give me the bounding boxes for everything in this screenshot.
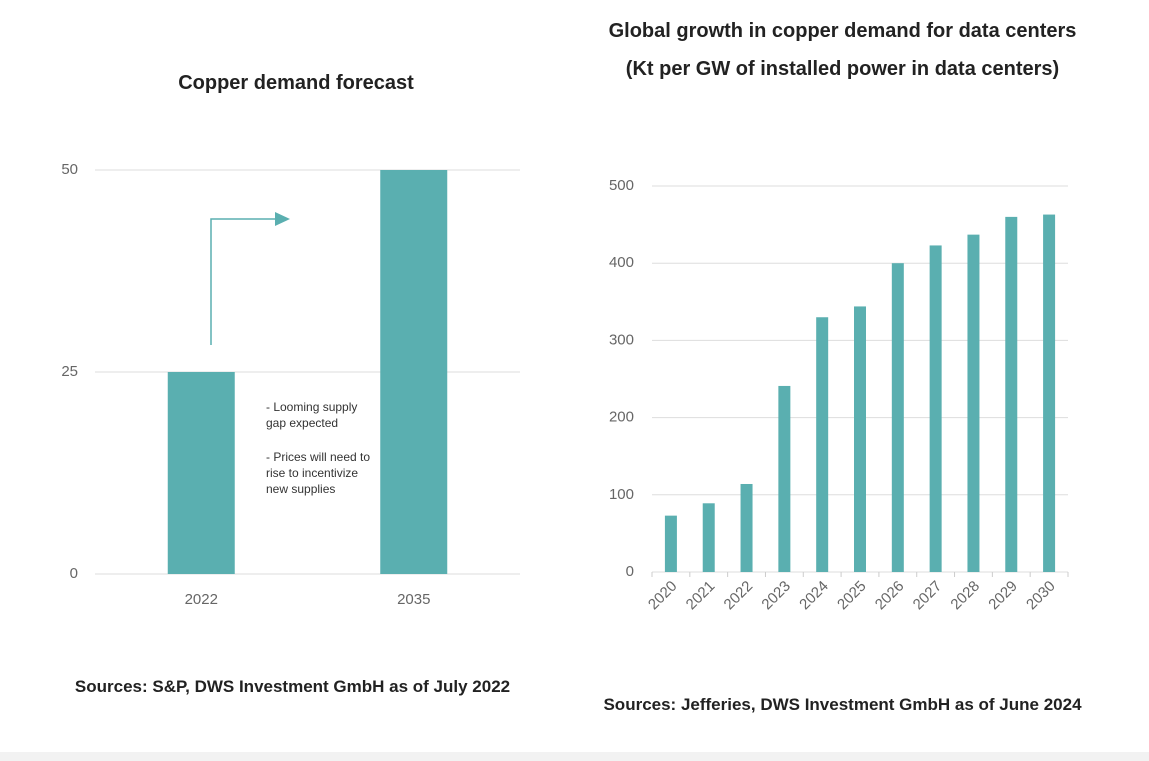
bar [891,263,904,572]
x-tick-label: 2027 [910,578,946,614]
bar [664,515,677,572]
bar [854,306,866,572]
bar [778,385,791,572]
source: Sources: Jefferies, DWS Investment GmbH … [603,695,1082,714]
x-tick-label: 2022 [185,591,218,608]
source: Sources: S&P, DWS Investment GmbH as of … [74,677,511,696]
bar [1005,216,1018,572]
y-tick-label: 300 [609,331,634,348]
x-tick-label: 2035 [397,591,430,608]
annotation: - Prices will need to rise to incentiviz… [266,450,371,496]
x-tick-label: 2020 [645,578,681,614]
y-tick-label: 50 [61,161,78,178]
x-tick-label: 2023 [758,578,794,614]
bar [380,170,448,574]
x-tick-label: 2030 [1023,578,1059,614]
y-tick-label: 200 [609,409,634,426]
x-tick-label: 2022 [721,578,757,614]
x-tick-label: 2021 [683,578,719,614]
y-tick-label: 100 [609,486,634,503]
y-tick-label: 500 [609,177,634,194]
bar [1043,214,1056,572]
y-tick-label: 400 [609,254,634,271]
x-tick-label: 2026 [872,578,908,614]
y-tick-label: 0 [70,565,78,582]
x-tick-label: 2024 [796,578,832,614]
bar [167,372,235,574]
bar [702,503,715,572]
y-tick-label: 0 [626,563,634,580]
x-tick-label: 2029 [985,578,1021,614]
x-tick-label: 2028 [947,578,983,614]
y-tick-label: 25 [61,363,78,380]
annotation: - Looming supply gap expected [266,400,358,430]
bar [967,234,980,573]
chart-title: Global growth in copper demand for data … [608,20,1077,80]
bar [816,317,829,572]
annotation-box: - Looming supply gap expected - Prices w… [266,399,376,515]
chart-title: Copper demand forecast [178,72,414,94]
x-tick-label: 2025 [834,578,870,614]
arrow-head [275,212,290,226]
arrow [210,218,280,345]
bar [740,483,753,572]
bar [929,245,942,572]
bottom-strip [0,752,1149,761]
